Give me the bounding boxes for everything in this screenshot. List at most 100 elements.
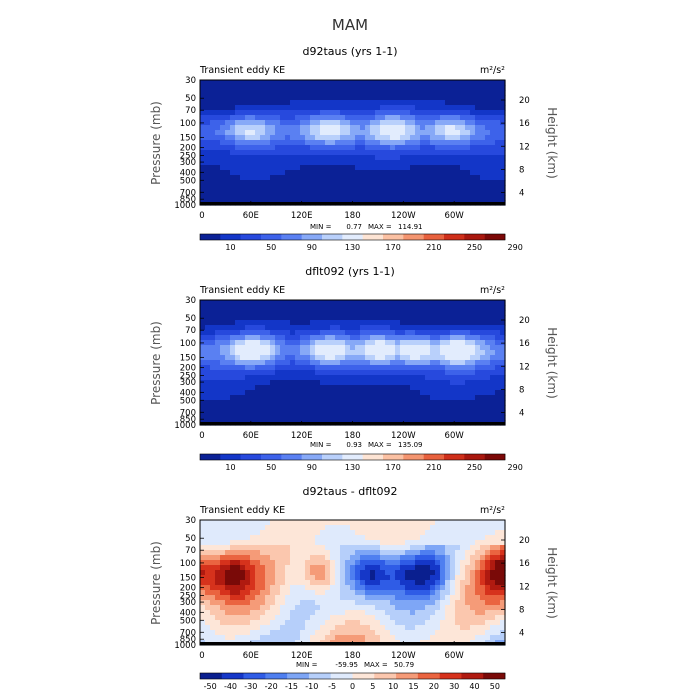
field-cell — [465, 130, 471, 136]
field-cell — [275, 555, 281, 561]
field-cell — [485, 615, 491, 621]
field-cell — [480, 395, 486, 401]
field-cell — [465, 310, 471, 316]
field-cell — [375, 585, 381, 591]
field-cell — [280, 105, 286, 111]
field-cell — [215, 355, 221, 361]
field-cell — [400, 360, 406, 366]
field-cell — [340, 620, 346, 626]
panel-2-min: 0.93 — [346, 441, 362, 449]
field-cell — [210, 620, 216, 626]
field-cell — [410, 170, 416, 176]
field-cell — [490, 565, 496, 571]
field-cell — [430, 590, 436, 596]
field-cell — [395, 80, 401, 86]
field-cell — [445, 80, 451, 86]
colorbar-swatch — [383, 454, 404, 460]
field-cell — [340, 125, 346, 131]
field-cell — [455, 525, 461, 531]
field-cell — [400, 155, 406, 161]
field-cell — [245, 560, 251, 566]
panel-1-lon-ticks: 0 60E 120E 180 120W 60W — [199, 201, 464, 221]
field-cell — [480, 335, 486, 341]
field-cell — [330, 585, 336, 591]
field-cell — [340, 175, 346, 181]
field-cell — [445, 600, 451, 606]
field-cell — [420, 615, 426, 621]
field-cell — [355, 405, 361, 411]
field-cell — [305, 330, 311, 336]
field-cell — [355, 395, 361, 401]
field-cell — [485, 170, 491, 176]
field-cell — [445, 115, 451, 121]
field-cell — [470, 365, 476, 371]
field-cell — [430, 115, 436, 121]
field-cell — [405, 615, 411, 621]
field-cell — [205, 100, 211, 106]
field-cell — [295, 190, 301, 196]
field-cell — [430, 635, 436, 641]
field-cell — [435, 520, 441, 526]
field-cell — [385, 585, 391, 591]
field-cell — [385, 115, 391, 121]
field-cell — [215, 410, 221, 416]
field-cell — [210, 625, 216, 631]
field-cell — [490, 570, 496, 576]
field-cell — [360, 90, 366, 96]
field-cell — [305, 105, 311, 111]
field-cell — [275, 80, 281, 86]
field-cell — [465, 540, 471, 546]
field-cell — [455, 350, 461, 356]
field-cell — [330, 185, 336, 191]
field-cell — [375, 375, 381, 381]
field-cell — [250, 575, 256, 581]
field-cell — [220, 325, 226, 331]
field-cell — [235, 335, 241, 341]
field-cell — [475, 535, 481, 541]
field-cell — [415, 370, 421, 376]
colorbar-swatch — [322, 454, 343, 460]
field-cell — [315, 390, 321, 396]
field-cell — [480, 555, 486, 561]
field-cell — [370, 165, 376, 171]
field-cell — [330, 385, 336, 391]
field-cell — [305, 550, 311, 556]
field-cell — [405, 610, 411, 616]
field-cell — [310, 330, 316, 336]
field-cell — [405, 360, 411, 366]
field-cell — [380, 365, 386, 371]
field-cell — [285, 405, 291, 411]
field-cell — [255, 590, 261, 596]
field-cell — [250, 185, 256, 191]
field-cell — [240, 125, 246, 131]
field-cell — [460, 325, 466, 331]
field-cell — [385, 415, 391, 421]
field-cell — [210, 185, 216, 191]
field-cell — [275, 540, 281, 546]
field-cell — [380, 390, 386, 396]
field-cell — [270, 130, 276, 136]
field-cell — [370, 350, 376, 356]
field-cell — [435, 565, 441, 571]
field-cell — [340, 610, 346, 616]
field-cell — [470, 315, 476, 321]
field-cell — [240, 565, 246, 571]
field-cell — [260, 630, 266, 636]
field-cell — [335, 570, 341, 576]
field-cell — [265, 545, 271, 551]
field-cell — [445, 140, 451, 146]
field-cell — [395, 375, 401, 381]
field-cell — [270, 570, 276, 576]
field-cell — [465, 530, 471, 536]
field-cell — [445, 340, 451, 346]
field-cell — [320, 170, 326, 176]
field-cell — [395, 405, 401, 411]
field-cell — [365, 155, 371, 161]
field-cell — [215, 90, 221, 96]
field-cell — [390, 130, 396, 136]
field-cell — [280, 540, 286, 546]
field-cell — [225, 540, 231, 546]
field-cell — [305, 130, 311, 136]
field-cell — [485, 530, 491, 536]
field-cell — [455, 155, 461, 161]
